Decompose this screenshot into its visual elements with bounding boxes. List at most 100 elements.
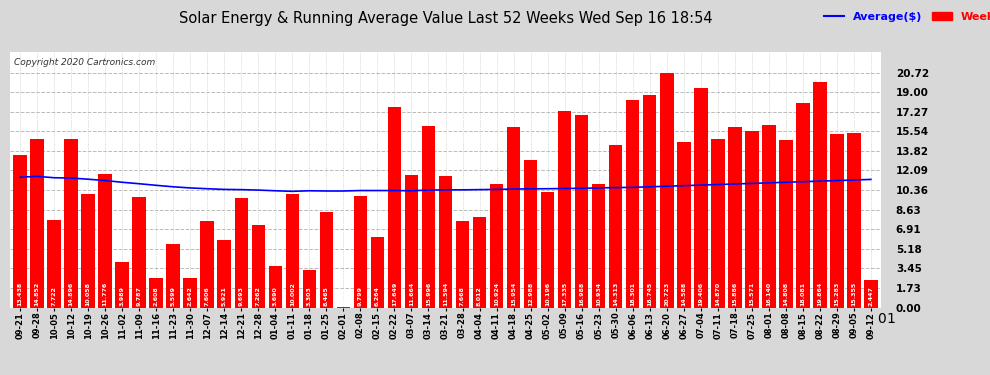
Bar [455, 220, 469, 308]
Bar [762, 124, 775, 308]
Text: 14.852: 14.852 [35, 282, 40, 306]
Text: 3.690: 3.690 [273, 286, 278, 306]
Text: 0.008: 0.008 [341, 287, 346, 306]
Bar [626, 100, 640, 308]
Text: 15.571: 15.571 [749, 282, 754, 306]
Bar [847, 134, 860, 308]
Bar [116, 262, 129, 308]
Bar [31, 139, 44, 308]
Text: 18.081: 18.081 [800, 282, 805, 306]
Text: 10.196: 10.196 [545, 282, 550, 306]
Text: 14.896: 14.896 [68, 282, 73, 306]
Bar [813, 82, 827, 308]
Text: 8.012: 8.012 [477, 286, 482, 306]
Text: 10.002: 10.002 [290, 282, 295, 306]
Text: 14.808: 14.808 [783, 282, 788, 306]
Text: 7.262: 7.262 [255, 286, 260, 306]
Text: 5.599: 5.599 [170, 286, 176, 306]
Text: 13.438: 13.438 [18, 282, 23, 306]
Text: 9.799: 9.799 [358, 286, 363, 306]
Text: 15.283: 15.283 [835, 282, 840, 306]
Legend: Average($), Weekly($): Average($), Weekly($) [825, 12, 990, 22]
Bar [745, 131, 758, 308]
Bar [133, 196, 146, 308]
Bar [166, 244, 180, 308]
Text: 20.723: 20.723 [664, 282, 669, 306]
Bar [303, 270, 316, 308]
Text: 5.921: 5.921 [222, 286, 227, 306]
Text: 7.668: 7.668 [460, 286, 465, 306]
Bar [677, 142, 691, 308]
Bar [405, 175, 419, 308]
Text: 10.924: 10.924 [494, 282, 499, 306]
Text: 19.864: 19.864 [818, 282, 823, 306]
Bar [353, 196, 367, 308]
Text: 3.989: 3.989 [120, 286, 125, 306]
Text: 9.787: 9.787 [137, 286, 142, 306]
Bar [660, 73, 673, 308]
Bar [98, 174, 112, 308]
Text: 11.776: 11.776 [103, 282, 108, 306]
Bar [796, 103, 810, 308]
Bar [490, 184, 503, 308]
Bar [473, 217, 486, 308]
Text: 18.745: 18.745 [647, 282, 652, 306]
Bar [13, 155, 27, 308]
Text: 15.355: 15.355 [851, 282, 856, 306]
Bar [830, 134, 843, 308]
Bar [285, 194, 299, 308]
Text: 17.649: 17.649 [392, 282, 397, 306]
Text: 16.988: 16.988 [579, 282, 584, 306]
Text: 15.954: 15.954 [511, 282, 516, 306]
Bar [218, 240, 231, 308]
Text: 7.606: 7.606 [205, 286, 210, 306]
Text: Copyright 2020 Cartronics.com: Copyright 2020 Cartronics.com [14, 58, 155, 67]
Bar [711, 139, 725, 308]
Text: 12.988: 12.988 [528, 282, 533, 306]
Text: 10.058: 10.058 [86, 282, 91, 306]
Text: 10.934: 10.934 [596, 282, 601, 306]
Text: 9.693: 9.693 [239, 286, 244, 306]
Text: 11.664: 11.664 [409, 282, 414, 306]
Bar [694, 88, 708, 308]
Bar [575, 115, 588, 308]
Text: 2.642: 2.642 [188, 286, 193, 306]
Text: 8.465: 8.465 [324, 286, 329, 306]
Bar [251, 225, 265, 308]
Bar [388, 108, 401, 307]
Bar [268, 266, 282, 308]
Text: Solar Energy & Running Average Value Last 52 Weeks Wed Sep 16 18:54: Solar Energy & Running Average Value Las… [178, 11, 713, 26]
Bar [183, 278, 197, 308]
Text: 14.870: 14.870 [715, 282, 721, 306]
Text: 3.303: 3.303 [307, 286, 312, 306]
Text: 2.447: 2.447 [868, 286, 873, 306]
Bar [507, 127, 521, 308]
Text: 14.588: 14.588 [681, 282, 686, 306]
Bar [541, 192, 554, 308]
Text: 7.722: 7.722 [51, 286, 56, 306]
Bar [81, 194, 95, 308]
Bar [643, 95, 656, 308]
Bar [609, 145, 623, 308]
Bar [728, 128, 742, 308]
Text: 14.313: 14.313 [613, 282, 618, 306]
Bar [439, 176, 452, 308]
Bar [48, 220, 61, 308]
Text: 17.335: 17.335 [562, 282, 567, 306]
Bar [524, 160, 538, 308]
Bar [592, 184, 606, 308]
Text: 15.996: 15.996 [426, 282, 431, 306]
Text: 6.264: 6.264 [375, 286, 380, 306]
Text: 15.886: 15.886 [733, 282, 738, 306]
Bar [864, 280, 878, 308]
Text: 16.140: 16.140 [766, 282, 771, 306]
Bar [370, 237, 384, 308]
Bar [320, 211, 334, 308]
Bar [235, 198, 248, 308]
Bar [64, 139, 78, 308]
Bar [557, 111, 571, 308]
Bar [149, 278, 163, 308]
Bar [779, 140, 793, 308]
Text: 19.406: 19.406 [698, 282, 703, 306]
Bar [200, 221, 214, 308]
